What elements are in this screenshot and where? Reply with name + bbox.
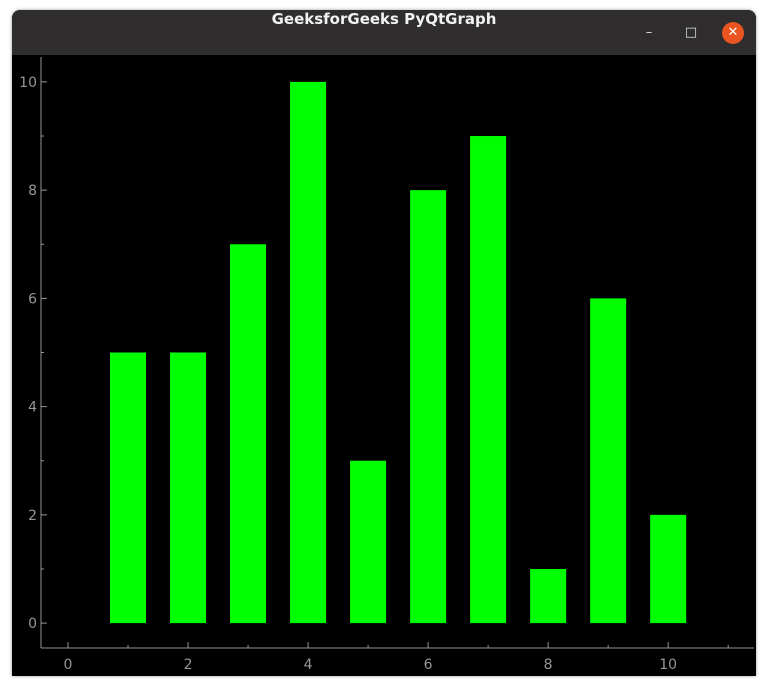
- x-tick-label: 4: [304, 657, 313, 673]
- x-tick-label: 6: [424, 657, 433, 673]
- y-tick-label: 6: [28, 291, 37, 307]
- y-tick-label: 4: [28, 400, 37, 416]
- minimize-icon: –: [645, 25, 653, 40]
- maximize-icon: □: [684, 25, 698, 40]
- bar-9: [590, 298, 627, 624]
- bar-2: [170, 352, 207, 624]
- bar-chart[interactable]: 0 2 4 6 8 10 0 2 4 6 8 10: [12, 55, 756, 676]
- x-tick-label: 8: [544, 657, 553, 673]
- x-tick-label: 10: [659, 657, 677, 673]
- y-tick-label: 10: [19, 75, 37, 91]
- window-title: GeeksforGeeks PyQtGraph: [271, 10, 497, 28]
- bar-6: [410, 190, 447, 624]
- bar-1: [110, 352, 147, 624]
- bar-5: [350, 460, 387, 624]
- bar-8: [530, 568, 567, 624]
- bar-10: [650, 514, 687, 624]
- y-tick-label: 0: [28, 616, 37, 632]
- minimize-button[interactable]: –: [638, 22, 660, 44]
- x-tick-label: 2: [184, 657, 193, 673]
- y-tick-label: 8: [28, 183, 37, 199]
- bar-3: [230, 244, 267, 624]
- bar-7: [470, 136, 507, 624]
- close-icon: ✕: [727, 25, 739, 40]
- app-window: GeeksforGeeks PyQtGraph – □ ✕ 0 2 4 6 8 10 0 2 4…: [12, 10, 756, 676]
- close-button[interactable]: ✕: [722, 22, 744, 44]
- maximize-button[interactable]: □: [680, 22, 702, 44]
- title-bar: GeeksforGeeks PyQtGraph – □ ✕: [12, 10, 756, 55]
- bar-4: [290, 81, 327, 624]
- y-tick-label: 2: [28, 508, 37, 524]
- x-tick-label: 0: [64, 657, 73, 673]
